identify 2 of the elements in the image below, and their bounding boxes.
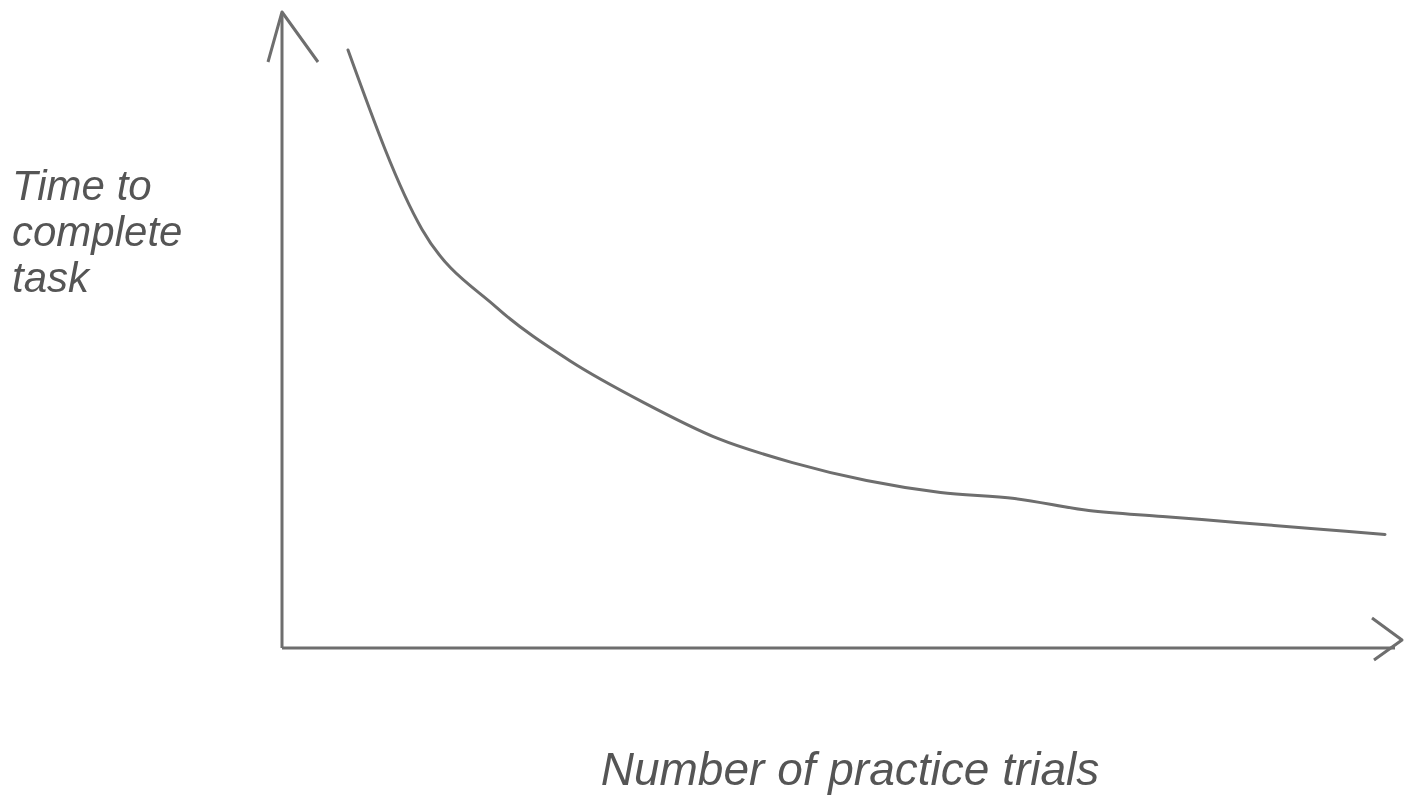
y-axis-title: Time to complete task [12, 162, 183, 301]
x-axis-title: Number of practice trials [600, 743, 1100, 795]
